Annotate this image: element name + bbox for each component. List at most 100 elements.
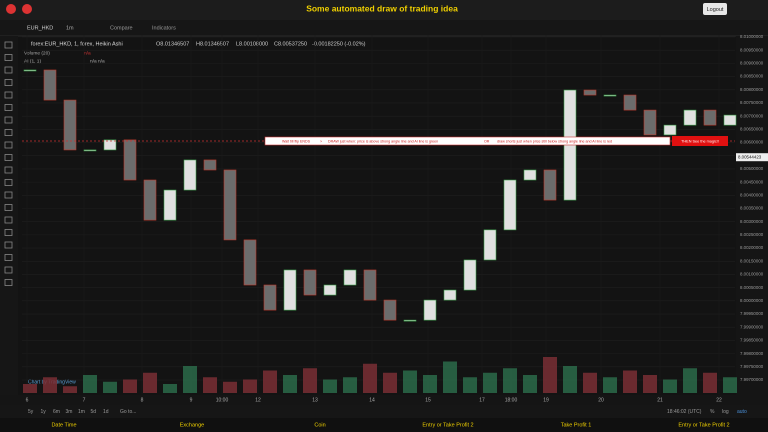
y-tick-label: 8.00750000 — [740, 100, 764, 105]
x-tick-label: 15 — [425, 397, 431, 403]
y-tick-label: 8.00950000 — [740, 47, 764, 52]
annotation-text: Wait till flip ENDS — [282, 139, 311, 143]
volume-bar — [303, 368, 317, 393]
y-tick-label: 8.00250000 — [740, 232, 764, 237]
tool-icon[interactable] — [4, 266, 13, 274]
tool-icon[interactable] — [4, 54, 13, 61]
volume-bar — [223, 381, 237, 393]
footer-label: Coin — [314, 422, 325, 428]
volume-bar — [463, 377, 477, 393]
toolbar — [0, 20, 768, 36]
y-tick-label: 8.00700000 — [740, 113, 764, 118]
ai-values: n/a n/a — [90, 58, 105, 64]
range-button[interactable]: 1m — [78, 409, 85, 415]
tool-icon[interactable] — [4, 66, 13, 74]
y-tick-label: 8.00800000 — [740, 87, 764, 92]
candle — [343, 269, 357, 286]
range-button[interactable]: 5d — [91, 409, 97, 415]
tool-icon[interactable] — [4, 216, 13, 224]
callout-box — [672, 136, 728, 146]
candle — [183, 159, 197, 191]
volume-bar — [483, 372, 497, 393]
range-button[interactable]: 6m — [53, 409, 60, 415]
tool-icon[interactable] — [4, 191, 13, 199]
goto[interactable]: Go to... — [120, 409, 136, 415]
tool-icon[interactable] — [4, 179, 13, 186]
tool-icon[interactable] — [4, 254, 13, 261]
logout-label[interactable]: Logout — [707, 7, 724, 13]
tool-icon[interactable] — [4, 229, 13, 236]
volume-bar — [283, 375, 297, 393]
annotation-text: draw shorts just when price still below … — [497, 139, 612, 143]
candle — [463, 259, 477, 291]
range-button[interactable]: 5y — [28, 409, 34, 415]
header-icon[interactable] — [22, 4, 32, 14]
header-icon[interactable] — [6, 4, 16, 14]
y-tick-label: 8.00150000 — [740, 258, 764, 263]
tool-icon[interactable] — [4, 279, 13, 286]
page-title: Some automated draw of trading idea — [306, 3, 458, 13]
footer-label: Exchange — [180, 422, 204, 428]
tool-icon[interactable] — [4, 204, 13, 211]
candle — [283, 269, 297, 311]
x-tick-label: 6 — [26, 397, 29, 403]
x-tick-label: 20 — [598, 397, 604, 403]
clock: 18:46:02 (UTC) — [667, 409, 702, 415]
volume-bar — [23, 384, 37, 393]
footer — [0, 418, 768, 432]
log-toggle[interactable]: log — [722, 409, 729, 415]
last-price-tag — [736, 153, 768, 162]
candle — [503, 179, 517, 231]
candle — [243, 239, 257, 286]
candle — [203, 159, 217, 171]
tool-icon[interactable] — [4, 154, 13, 161]
volume-bar — [263, 370, 277, 393]
range-button[interactable]: 3m — [66, 409, 73, 415]
volume-bar — [543, 357, 557, 393]
x-tick-label: 12 — [255, 397, 261, 403]
annotation-text: DRAW just when: price is above strong an… — [328, 139, 438, 143]
candle — [263, 284, 277, 311]
annotation-text: OR — [484, 139, 490, 143]
tool-icon[interactable] — [4, 241, 13, 249]
y-tick-label: 8.00050000 — [740, 285, 764, 290]
tool-icon[interactable] — [4, 91, 13, 99]
volume-bar — [443, 361, 457, 393]
candle — [323, 284, 337, 296]
candle — [103, 139, 117, 151]
candle — [43, 69, 57, 101]
range-button[interactable]: 1y — [41, 409, 47, 415]
y-tick-label: 8.00000000 — [740, 298, 764, 303]
volume-bar — [83, 375, 97, 393]
compare[interactable]: Compare — [110, 25, 133, 31]
tool-icon[interactable] — [4, 79, 13, 86]
tool-icon[interactable] — [4, 116, 13, 124]
x-tick-label: 9 — [190, 397, 193, 403]
range-bar — [0, 405, 768, 418]
tool-icon[interactable] — [4, 166, 13, 174]
volume-bar — [163, 384, 177, 393]
tool-icon[interactable] — [4, 41, 13, 49]
candle — [443, 289, 457, 301]
y-tick-label: 7.99700000 — [740, 377, 764, 382]
interval[interactable]: 1m — [66, 25, 74, 31]
auto-toggle[interactable]: auto — [737, 409, 747, 415]
range-button[interactable]: 1d — [103, 409, 109, 415]
volume-bar — [503, 368, 517, 393]
indicators[interactable]: Indicators — [152, 25, 176, 31]
symbol[interactable]: EUR_HKD — [27, 25, 53, 31]
logout-button[interactable] — [703, 3, 727, 15]
y-tick-label: 8.00900000 — [740, 61, 764, 66]
volume-bar — [683, 368, 697, 393]
volume-bar — [183, 366, 197, 393]
percent-toggle[interactable]: % — [710, 409, 715, 415]
tool-icon[interactable] — [4, 129, 13, 136]
x-tick-label: 10:00 — [216, 397, 229, 403]
candle — [223, 169, 237, 241]
x-tick-label: 13 — [312, 397, 318, 403]
tool-icon[interactable] — [4, 104, 13, 111]
tool-icon[interactable] — [4, 141, 13, 149]
candle — [423, 299, 437, 321]
volume-bar — [643, 375, 657, 393]
